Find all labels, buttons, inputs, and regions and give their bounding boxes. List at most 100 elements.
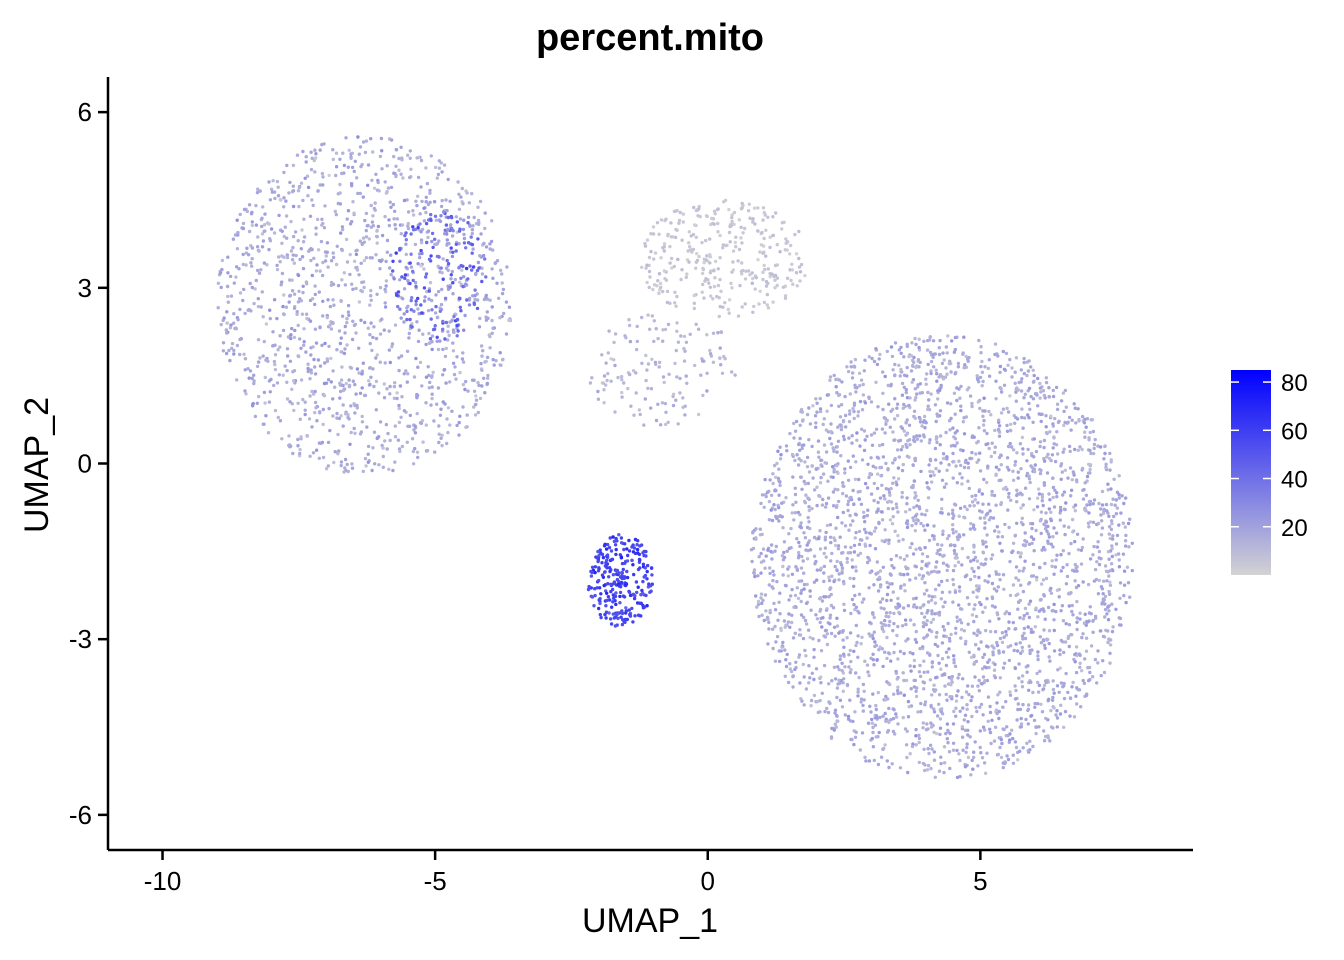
cell-point xyxy=(313,284,317,288)
cell-point xyxy=(410,296,414,300)
cell-point xyxy=(352,169,356,174)
cell-point xyxy=(859,642,863,646)
cell-point xyxy=(441,257,445,261)
cell-point xyxy=(1103,607,1108,612)
cell-point xyxy=(790,268,795,272)
cell-point xyxy=(1027,581,1032,585)
cell-point xyxy=(1002,367,1007,371)
cell-point xyxy=(367,366,372,370)
cell-point xyxy=(902,402,906,407)
cell-point xyxy=(467,201,471,205)
cell-point xyxy=(1117,492,1121,497)
cell-point xyxy=(458,305,462,309)
cell-point xyxy=(771,481,775,486)
cell-point xyxy=(798,513,802,517)
cell-point xyxy=(871,730,875,735)
cell-point xyxy=(996,693,1000,697)
cell-point xyxy=(928,459,933,463)
cell-point xyxy=(439,266,443,270)
cell-point xyxy=(427,289,431,293)
cell-point xyxy=(896,602,900,606)
cell-point xyxy=(937,702,941,706)
cell-point xyxy=(234,265,239,269)
cell-point xyxy=(824,428,829,432)
cell-point xyxy=(1080,447,1084,452)
cell-point xyxy=(682,359,687,363)
cell-point xyxy=(495,281,499,285)
cell-point xyxy=(446,287,451,291)
cell-point xyxy=(664,278,669,282)
cell-point xyxy=(949,370,953,374)
cell-point xyxy=(376,178,380,183)
cell-point xyxy=(797,550,801,555)
cell-point xyxy=(404,231,408,235)
cell-point xyxy=(446,430,450,435)
cell-point xyxy=(709,294,713,298)
cell-point xyxy=(997,434,1002,438)
cell-point xyxy=(981,725,986,729)
cell-point xyxy=(380,167,384,171)
cell-point xyxy=(1099,673,1103,678)
cell-point xyxy=(480,279,484,284)
cell-point xyxy=(406,153,410,157)
cell-point xyxy=(301,240,306,244)
cell-point xyxy=(306,194,310,198)
cell-point xyxy=(1033,625,1038,629)
cell-point xyxy=(854,569,858,573)
cell-point xyxy=(370,468,374,473)
cell-point xyxy=(754,594,758,598)
cell-point xyxy=(681,212,685,216)
cell-point xyxy=(609,379,613,383)
cell-point xyxy=(291,379,296,383)
cell-point xyxy=(905,502,909,506)
cell-point xyxy=(750,559,754,564)
cell-point xyxy=(649,249,653,254)
cell-point xyxy=(1027,416,1031,420)
cell-point xyxy=(1109,487,1113,491)
cell-point xyxy=(672,264,676,269)
cell-point xyxy=(1052,691,1056,695)
cell-point xyxy=(987,446,991,451)
cell-point xyxy=(669,235,674,239)
cell-point xyxy=(807,438,811,442)
cell-point xyxy=(1071,680,1075,685)
cell-point xyxy=(840,521,844,525)
cell-point xyxy=(918,420,923,424)
cell-point xyxy=(1076,407,1080,411)
cell-point xyxy=(786,680,791,685)
cell-point xyxy=(799,521,803,525)
cell-point xyxy=(287,434,291,438)
cell-point xyxy=(855,438,859,442)
cell-point xyxy=(1016,607,1020,611)
cell-point xyxy=(1067,604,1072,608)
cell-point xyxy=(1075,480,1079,484)
cell-point xyxy=(440,271,444,275)
cell-point xyxy=(597,553,601,558)
cell-point xyxy=(650,357,654,361)
cell-point xyxy=(1099,585,1104,589)
cell-point xyxy=(472,301,476,305)
cell-point xyxy=(1074,566,1078,570)
cell-point xyxy=(976,377,980,382)
cell-point xyxy=(1124,600,1128,605)
cell-point xyxy=(827,578,832,583)
cell-point xyxy=(994,572,999,576)
cell-point xyxy=(449,246,453,250)
cell-point xyxy=(681,405,685,409)
cell-point xyxy=(344,136,348,140)
cell-point xyxy=(317,456,321,460)
cell-point xyxy=(1074,421,1078,425)
cell-point xyxy=(486,373,490,378)
cell-point xyxy=(789,546,793,550)
cell-point xyxy=(692,223,697,227)
cell-point xyxy=(1060,470,1065,474)
cell-point xyxy=(1036,657,1040,662)
cell-point xyxy=(852,649,856,653)
cell-point xyxy=(475,292,479,296)
cell-point xyxy=(632,572,636,577)
cell-point xyxy=(820,599,825,603)
cell-point xyxy=(1006,733,1010,738)
cell-point xyxy=(846,714,851,719)
cell-point xyxy=(929,359,934,364)
cell-point xyxy=(962,465,967,470)
